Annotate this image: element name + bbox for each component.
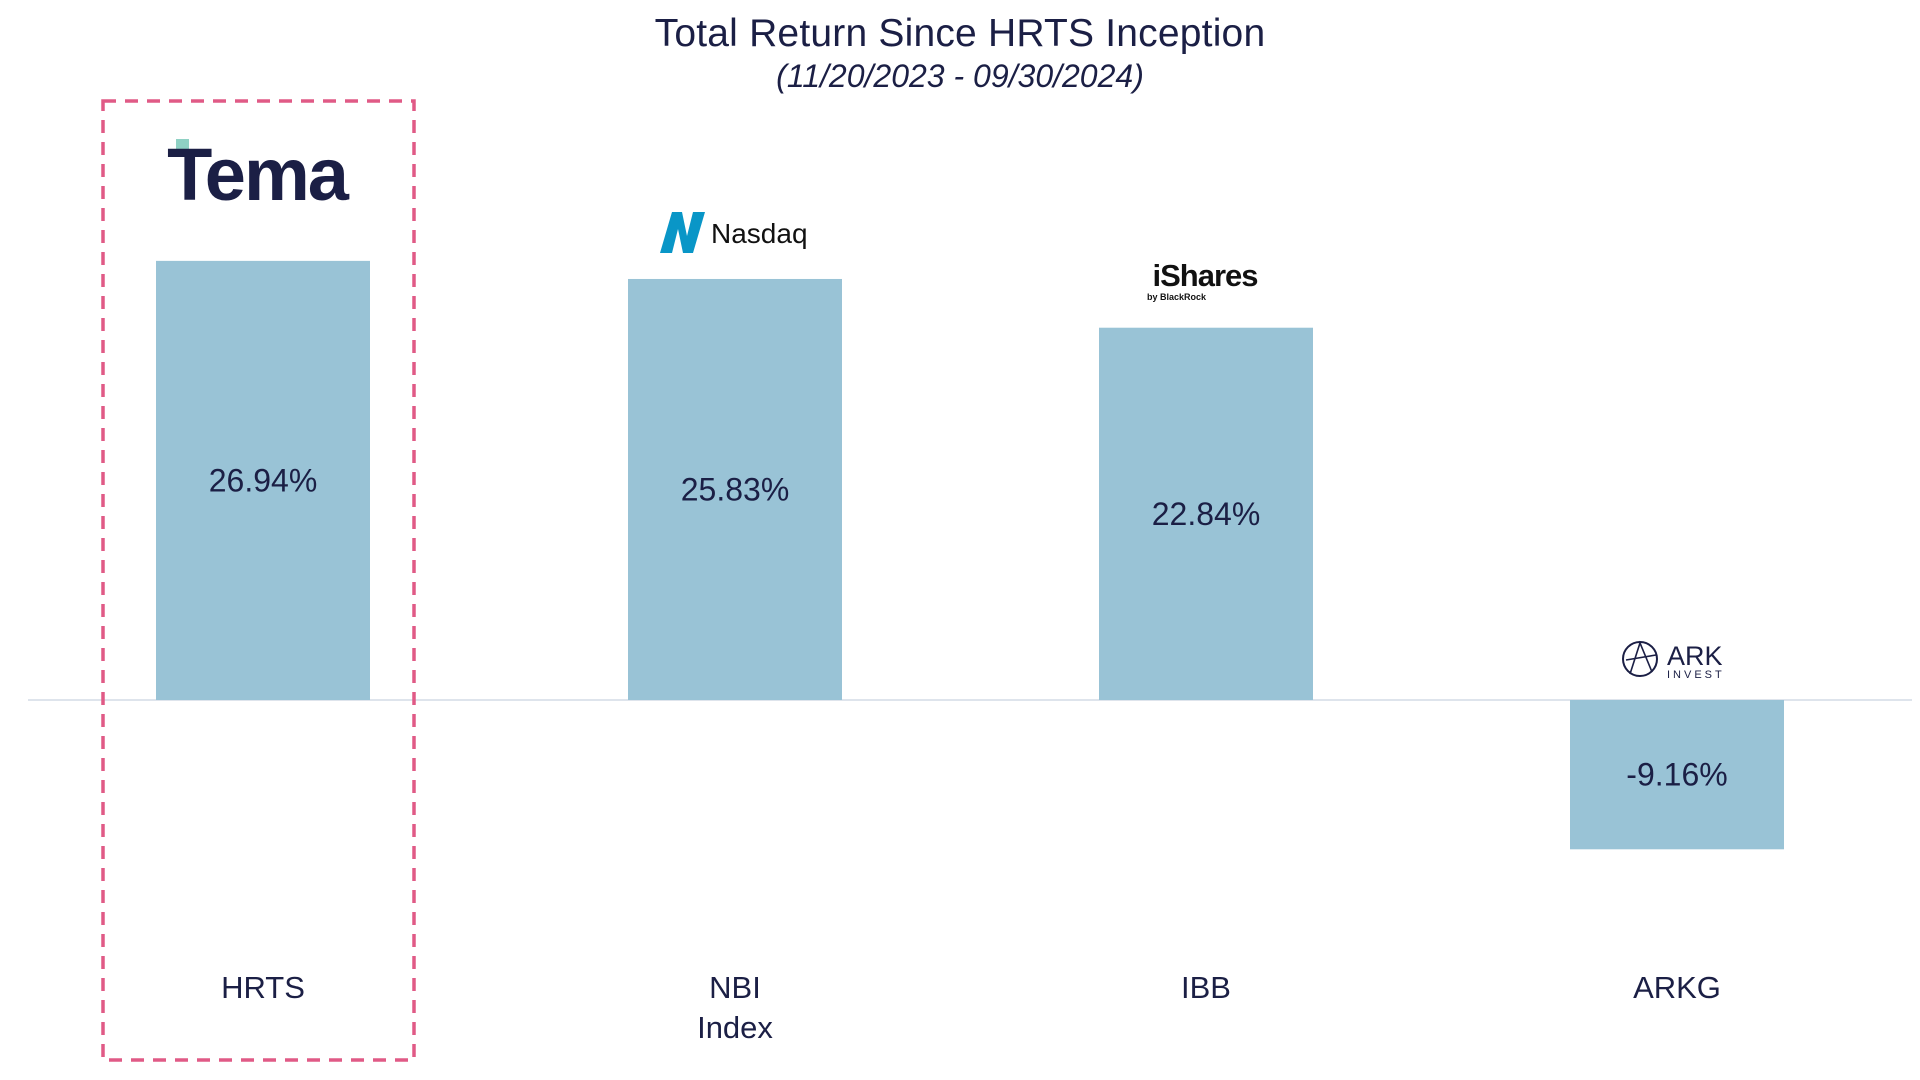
- bar-ibb: [1099, 327, 1313, 700]
- category-label-ibb: IBB: [1181, 970, 1231, 1005]
- highlight-box: [101, 99, 416, 1062]
- data-label-hrts: 26.94%: [209, 462, 318, 498]
- bar-hrts: [156, 260, 370, 700]
- bar-nbi-index: [628, 278, 842, 700]
- chart-title: Total Return Since HRTS Inception: [654, 12, 1266, 55]
- ishares-logo: iShares: [1152, 258, 1257, 293]
- chart-subtitle: (11/20/2023 - 09/30/2024): [776, 58, 1144, 94]
- tema-logo-accent: [176, 139, 189, 152]
- ark-icon-mark: [1625, 640, 1657, 675]
- category-label-nbi-index-line2: Index: [697, 1010, 773, 1045]
- data-label-arkg: -9.16%: [1626, 757, 1727, 793]
- category-label-nbi-index: NBI: [709, 970, 761, 1005]
- category-label-hrts: HRTS: [221, 970, 305, 1005]
- data-label-nbi-index: 25.83%: [681, 471, 790, 507]
- ark-logo-subtext: INVEST: [1667, 669, 1725, 681]
- data-label-ibb: 22.84%: [1152, 496, 1261, 532]
- nasdaq-icon: [660, 212, 705, 253]
- nasdaq-logo: Nasdaq: [711, 218, 808, 249]
- category-label-arkg: ARKG: [1633, 970, 1721, 1005]
- ishares-logo-subtext: by BlackRock: [1147, 292, 1207, 302]
- bar-arkg: [1570, 700, 1784, 850]
- ark-logo: ARK: [1667, 641, 1723, 671]
- tema-logo: Tema: [167, 133, 350, 216]
